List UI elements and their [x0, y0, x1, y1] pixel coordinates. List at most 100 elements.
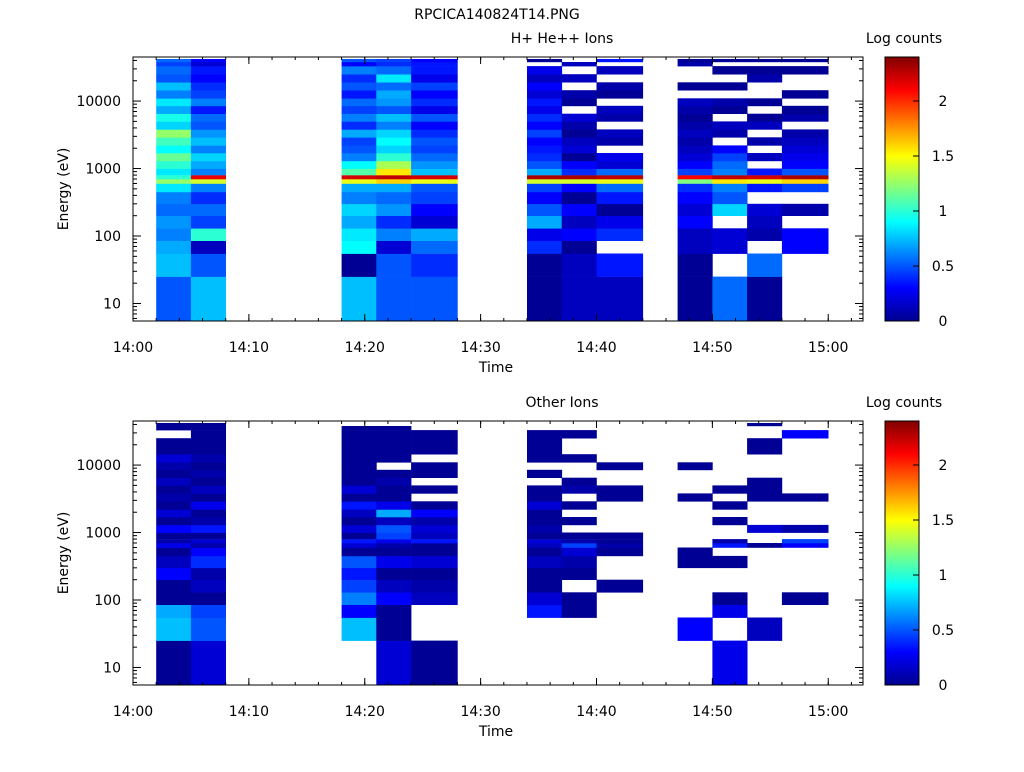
heatmap-cell [712, 555, 748, 569]
heatmap-cell [677, 153, 713, 162]
heatmap-cell [341, 153, 377, 162]
x-tick-label: 14:40 [576, 704, 616, 720]
heatmap-cell [527, 175, 563, 180]
heatmap-cell [677, 62, 713, 67]
heatmap-cell [376, 66, 412, 75]
heatmap-cell [411, 121, 458, 130]
heatmap-cell [156, 191, 192, 205]
heatmap-cell [376, 640, 412, 686]
heatmap-cell [341, 469, 377, 478]
heatmap-cell [190, 532, 226, 540]
heatmap-cell [376, 477, 412, 486]
heatmap-cell [156, 276, 192, 322]
heatmap-cell [596, 113, 644, 122]
heatmap-cell [341, 168, 377, 176]
heatmap-cell [376, 145, 412, 154]
heatmap-cell [156, 160, 192, 169]
heatmap-cell [376, 547, 412, 557]
heatmap-cell [156, 82, 192, 91]
heatmap-cell [341, 509, 377, 518]
heatmap-cell [712, 129, 748, 138]
heatmap-cell [527, 153, 563, 162]
heatmap-cell [156, 240, 192, 254]
heatmap-cell [341, 113, 377, 122]
heatmap-cell [781, 113, 829, 122]
heatmap-cell [527, 509, 563, 518]
heatmap-cell [376, 579, 412, 593]
heatmap-cell [190, 524, 226, 533]
heatmap-cell [747, 74, 783, 83]
colorbar-tick-label: 0 [939, 314, 948, 330]
heatmap-cell [677, 168, 713, 176]
heatmap-cell [781, 539, 829, 544]
x-tick-label: 14:10 [229, 704, 269, 720]
heatmap-cell [712, 604, 748, 618]
heatmap-cell [376, 276, 412, 322]
x-tick-label: 15:00 [808, 340, 848, 356]
heatmap-cell [527, 183, 563, 193]
heatmap-cell [596, 485, 644, 494]
heatmap-cell [376, 129, 412, 138]
heatmap-cell [527, 168, 563, 176]
x-tick-label: 14:20 [345, 704, 385, 720]
heatmap-cell [341, 215, 377, 229]
heatmap-cell [341, 160, 377, 169]
heatmap-cell [596, 175, 644, 180]
heatmap-cell [341, 203, 377, 216]
heatmap-cell [190, 215, 226, 229]
heatmap-cell [190, 517, 226, 526]
heatmap-cell [341, 129, 377, 138]
heatmap-cell [376, 517, 412, 526]
heatmap-cell [712, 145, 748, 154]
heatmap-cell [376, 59, 412, 63]
heatmap-cell [190, 477, 226, 486]
heatmap-cell [411, 501, 458, 510]
heatmap-cell [411, 509, 458, 518]
heatmap-cell [411, 517, 458, 526]
heatmap-cell [376, 137, 412, 146]
heatmap-cell [376, 532, 412, 540]
heatmap-cell [527, 203, 563, 216]
heatmap-cell [156, 555, 192, 569]
heatmap-cell [561, 485, 597, 494]
heatmap-cell [747, 493, 783, 502]
heatmap-cell [712, 82, 748, 91]
heatmap-cell [341, 90, 377, 99]
heatmap-cell [527, 543, 563, 548]
heatmap-cell [341, 501, 377, 510]
heatmap-cell [747, 215, 783, 229]
heatmap-cell [376, 604, 412, 618]
heatmap-cell [677, 228, 713, 241]
heatmap-cell [156, 462, 192, 471]
heatmap-cell [527, 592, 563, 605]
heatmap-cell [190, 430, 226, 439]
heatmap-cell [712, 66, 748, 75]
heatmap-cell [596, 547, 644, 557]
heatmap-cell [781, 240, 829, 254]
heatmap-cell [376, 105, 412, 114]
heatmap-cell [376, 617, 412, 641]
heatmap-cell [747, 121, 783, 130]
heatmap-cell [376, 501, 412, 510]
colorbar: 0 0.5 1 1.5 2 Log counts [866, 31, 954, 330]
heatmap-cell [677, 253, 713, 277]
heatmap-cell [712, 105, 748, 114]
heatmap-cell [156, 98, 192, 107]
heatmap-cell [376, 179, 412, 184]
heatmap-cell [781, 592, 829, 605]
heatmap-cell [411, 183, 458, 193]
colorbar-tick-label: 0.5 [932, 259, 954, 275]
heatmap-cell [341, 446, 377, 455]
heatmap-cell [411, 215, 458, 229]
heatmap-cell [190, 153, 226, 162]
heatmap-cell [190, 160, 226, 169]
heatmap-cell [781, 90, 829, 99]
heatmap-cell [411, 532, 458, 540]
heatmap-cell [190, 121, 226, 130]
heatmap-cell [190, 501, 226, 510]
heatmap-cell [561, 240, 597, 254]
colorbar-tick-label: 2 [939, 94, 948, 110]
heatmap-cell [596, 137, 644, 146]
colorbar-gradient [885, 421, 919, 685]
